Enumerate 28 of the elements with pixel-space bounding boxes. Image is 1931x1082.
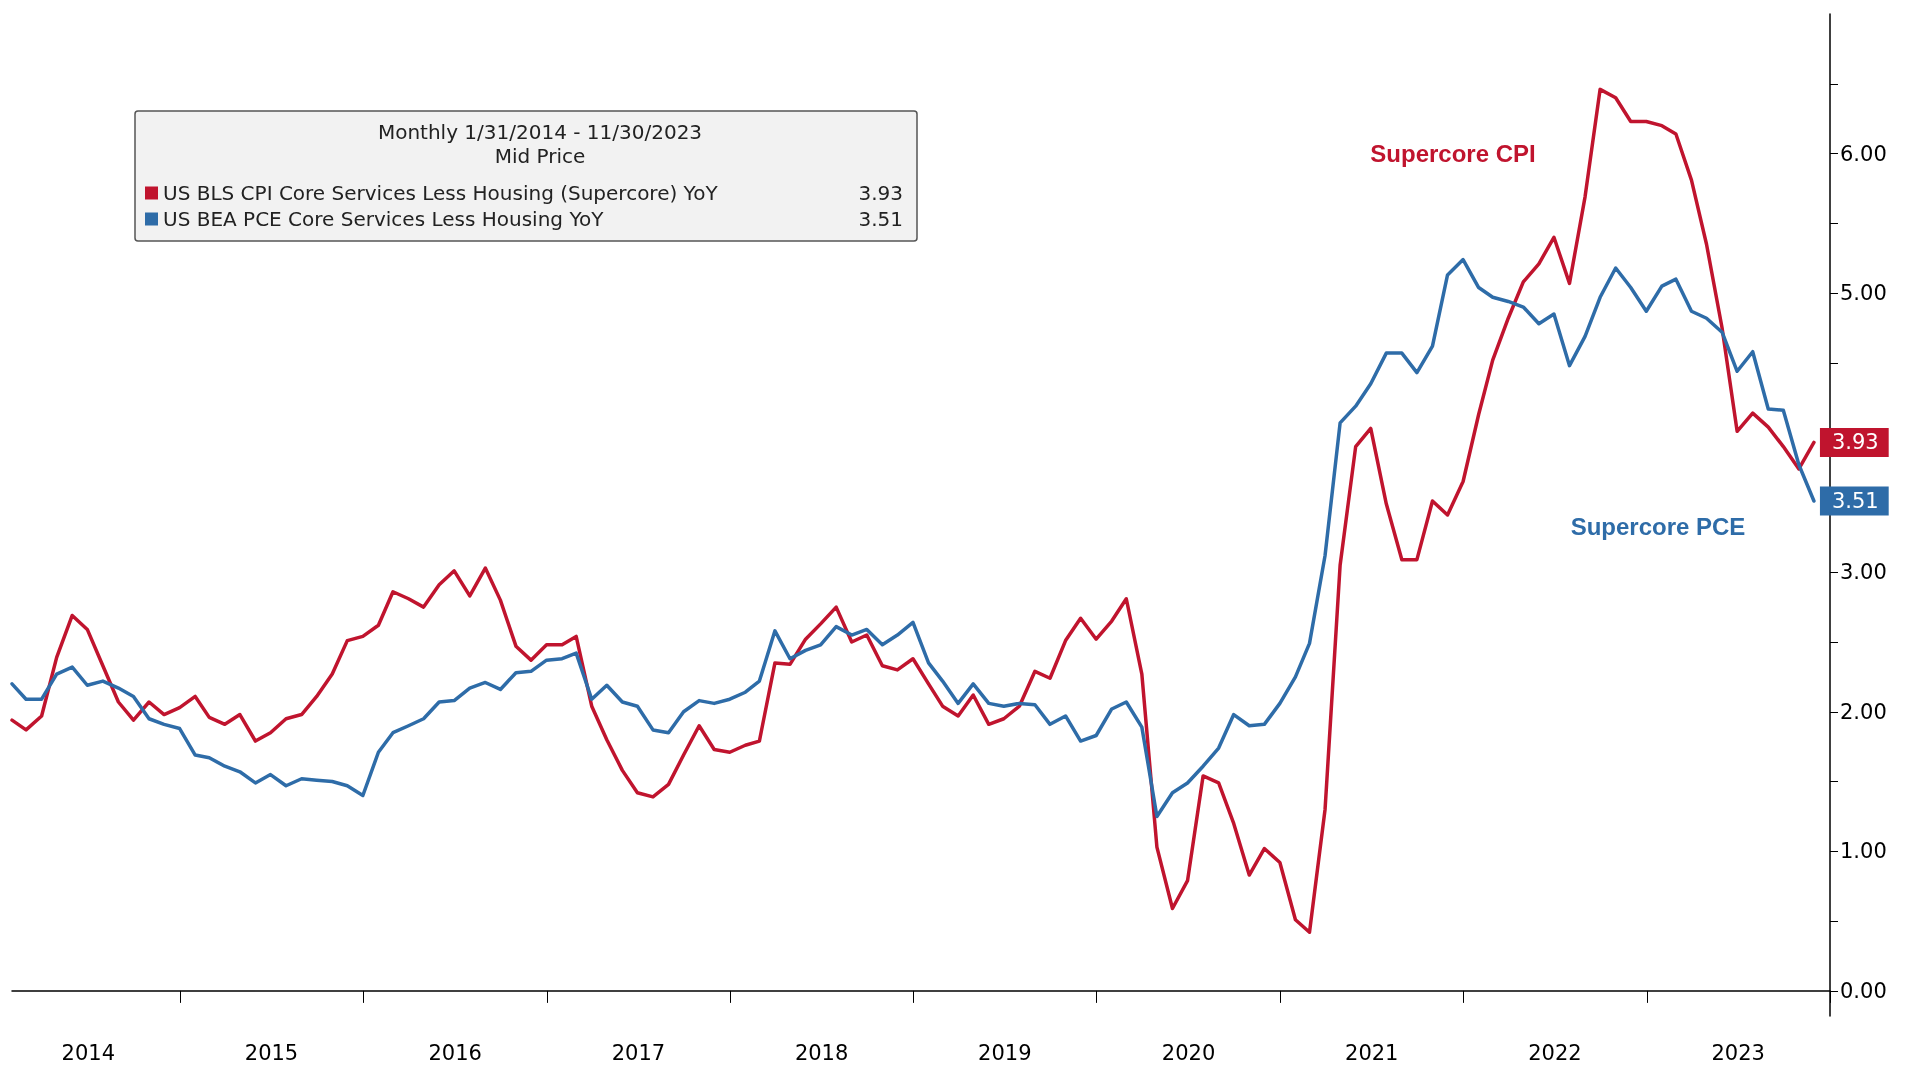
annotation: Supercore PCE [1570,512,1746,540]
data-label: 3.93 [1831,430,1879,455]
line-series [10,87,1816,935]
legend-title: Monthly 1/31/2014 - 11/30/2023 [377,120,703,144]
x-tick-label: 2023 [1711,1040,1765,1065]
x-tick-label: 2019 [978,1040,1032,1065]
y-tick-label: 5.00 [1840,281,1887,306]
data-label: 3.51 [1831,489,1879,514]
line-series [10,257,1816,819]
y-tick-label: 0.00 [1840,978,1887,1003]
text: 3.51 [858,207,903,231]
y-tick-label: 3.00 [1840,560,1887,585]
x-tick-label: 2020 [1161,1040,1216,1065]
y-tick-label: 6.00 [1840,141,1887,166]
x-tick-label: 2015 [244,1040,299,1065]
text: Mid Price [494,144,586,168]
x-tick-label: 2021 [1345,1040,1399,1065]
x-tick-label: 2016 [428,1040,482,1065]
y-tick-label: 2.00 [1840,699,1887,724]
y-tick-label: 1.00 [1840,839,1887,864]
x-tick-label: 2022 [1528,1040,1582,1065]
annotation: Supercore CPI [1370,139,1536,167]
x-tick-label: 2017 [611,1040,666,1065]
text: 3.93 [858,181,903,205]
legend-label: US BLS CPI Core Services Less Housing (Supercore) YoY [163,181,719,205]
x-tick-label: 2018 [794,1040,849,1065]
legend-label: US BEA PCE Core Services Less Housing YoY [163,207,605,231]
x-tick-label: 2014 [61,1040,116,1065]
